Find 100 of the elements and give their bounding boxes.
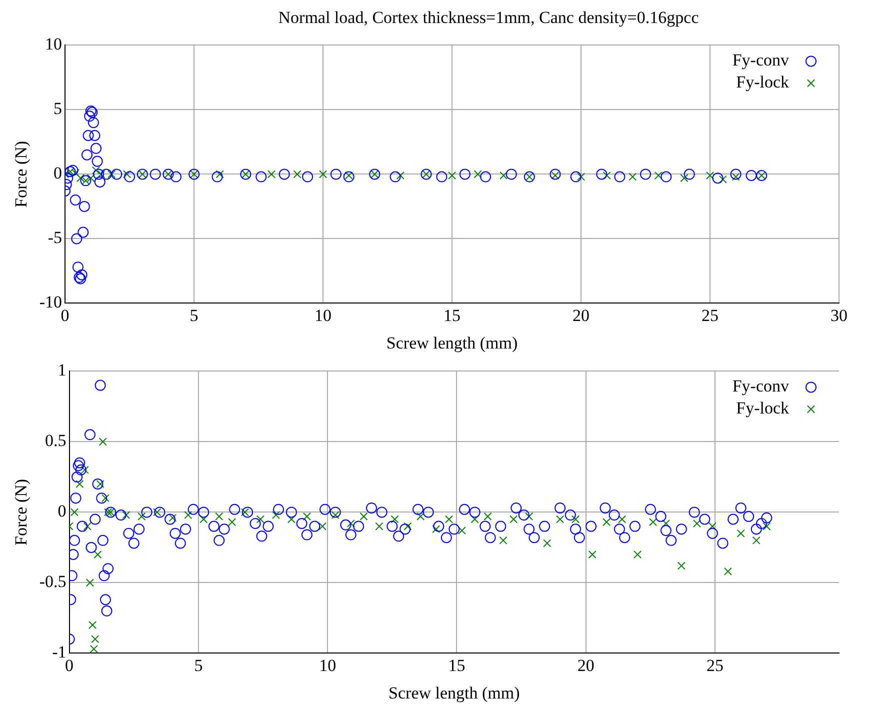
point xyxy=(550,168,561,180)
point xyxy=(71,233,82,244)
point xyxy=(724,567,732,576)
x-tick-label: 10 xyxy=(319,656,336,675)
point xyxy=(510,515,518,524)
point xyxy=(86,174,95,182)
point xyxy=(170,171,182,182)
point xyxy=(293,170,302,178)
point xyxy=(344,171,353,180)
point xyxy=(692,519,701,528)
point xyxy=(459,168,470,180)
x-axis-title: Screw length (mm) xyxy=(386,333,518,352)
point xyxy=(94,176,106,188)
point xyxy=(752,536,760,544)
point xyxy=(576,172,586,181)
x-tick-label: 5 xyxy=(190,306,198,325)
point xyxy=(331,510,340,520)
y-tick-label: 5 xyxy=(54,99,62,118)
point xyxy=(730,168,742,180)
point xyxy=(654,171,662,180)
point xyxy=(200,515,208,524)
point xyxy=(570,171,582,182)
legend-label: Fy-conv xyxy=(732,376,790,396)
point xyxy=(71,168,80,177)
point xyxy=(78,226,89,238)
point xyxy=(506,168,517,180)
point xyxy=(93,168,104,180)
point xyxy=(614,171,626,182)
point xyxy=(680,174,688,182)
point xyxy=(444,515,454,524)
y-tick-label: -0.5 xyxy=(39,572,66,592)
point xyxy=(76,480,84,488)
point xyxy=(90,644,98,654)
point xyxy=(82,130,94,141)
point xyxy=(390,171,401,182)
point xyxy=(240,508,249,516)
point xyxy=(543,539,552,548)
point xyxy=(525,512,534,520)
point xyxy=(81,149,92,160)
point xyxy=(318,522,326,530)
point xyxy=(287,515,296,524)
point xyxy=(88,117,99,128)
point xyxy=(499,536,508,544)
point xyxy=(92,156,103,167)
point xyxy=(124,171,136,182)
point xyxy=(101,494,110,502)
point xyxy=(80,466,89,474)
point xyxy=(360,512,368,520)
point xyxy=(267,170,276,178)
point xyxy=(90,142,102,154)
y-tick-label: 0.5 xyxy=(45,431,66,450)
point xyxy=(216,170,224,178)
x-axis-title: Screw length (mm) xyxy=(388,683,520,702)
point xyxy=(153,508,162,516)
x-tick-label: 15 xyxy=(448,656,466,675)
point xyxy=(390,515,399,524)
point xyxy=(122,170,132,178)
x-tick-label: 5 xyxy=(194,656,203,675)
point xyxy=(100,168,112,180)
point xyxy=(83,522,92,530)
point xyxy=(588,550,596,559)
point xyxy=(168,514,177,522)
y-tick-label: 1 xyxy=(58,360,66,380)
point xyxy=(448,171,456,180)
x-tick-label: 25 xyxy=(702,306,719,325)
point xyxy=(375,522,384,530)
point xyxy=(78,200,90,212)
chart-title: Normal load, Cortex thickness=1mm, Canc density=0.16gpcc xyxy=(277,8,700,29)
point xyxy=(416,512,425,520)
point xyxy=(111,168,122,180)
point xyxy=(718,175,727,184)
point xyxy=(89,130,100,141)
y-tick-label: -1 xyxy=(52,642,66,662)
x-tick-label: 10 xyxy=(314,306,332,325)
point xyxy=(107,170,116,178)
point xyxy=(98,438,107,446)
point xyxy=(70,508,79,516)
point xyxy=(404,522,412,530)
point xyxy=(572,515,580,524)
point xyxy=(302,171,314,182)
point xyxy=(432,525,440,534)
point xyxy=(640,168,652,180)
point xyxy=(70,194,81,206)
point xyxy=(76,174,85,182)
y-axis-title: Force (N) xyxy=(12,478,31,546)
point xyxy=(628,172,637,181)
x-tick-label: 15 xyxy=(444,306,461,325)
point xyxy=(76,269,88,280)
y-tick-label: 0 xyxy=(58,502,66,521)
point xyxy=(256,171,267,182)
point xyxy=(706,171,714,180)
point xyxy=(343,171,354,182)
y-tick-label: 0 xyxy=(54,164,62,183)
x-tick-label: 20 xyxy=(577,656,594,675)
point xyxy=(104,508,112,516)
point xyxy=(662,519,670,528)
point xyxy=(346,519,355,528)
point xyxy=(184,510,192,520)
point xyxy=(67,164,78,176)
point xyxy=(596,168,608,180)
